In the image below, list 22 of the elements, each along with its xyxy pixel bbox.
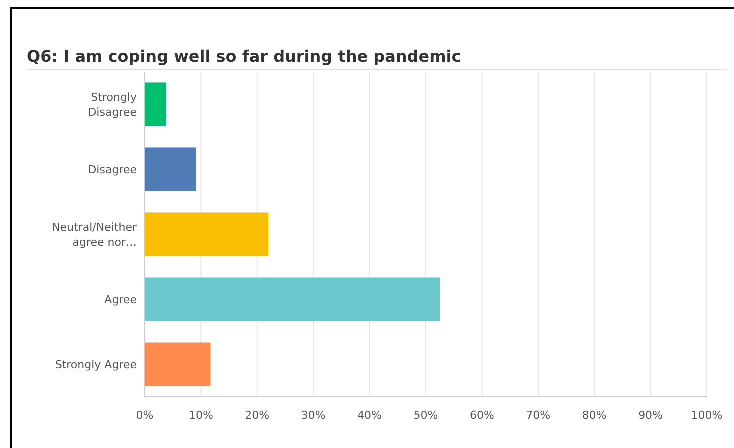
bar (145, 278, 440, 322)
y-tick-label: Agree (104, 294, 138, 306)
y-tick-label: Neutral/Neither agree nor… (52, 221, 138, 249)
x-tick-label: 100% (691, 409, 723, 422)
x-tick-label: 60% (470, 409, 494, 422)
bar (145, 148, 196, 192)
x-tick-label: 80% (582, 409, 607, 422)
y-tick-label: Strongly Agree (55, 358, 138, 372)
x-tick-label: 50% (414, 409, 438, 422)
x-tick-label: 40% (358, 409, 382, 422)
y-tick-label: Disagree (88, 164, 138, 176)
x-tick-label: 0% (136, 409, 154, 422)
x-tick-label: 90% (638, 409, 664, 422)
bar (145, 212, 269, 256)
x-tick-label: 30% (301, 409, 326, 422)
x-tick-label: 20% (245, 409, 270, 422)
x-tick-label: 70% (526, 409, 551, 422)
y-tick-label: Strongly Disagree (88, 91, 138, 119)
chart-title: Q6: I am coping well so far during the pandemic (27, 47, 462, 66)
bar (145, 82, 166, 126)
bar (145, 342, 211, 386)
x-tick-label: 10% (188, 409, 214, 422)
